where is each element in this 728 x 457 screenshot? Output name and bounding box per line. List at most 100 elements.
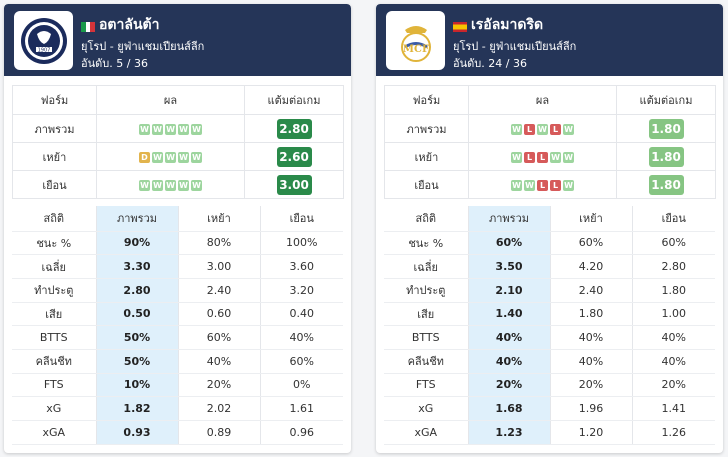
stat-overall: 40% [468,325,551,350]
stat-overall: 90% [96,231,179,256]
stats-row: ทำประตู 2.80 2.40 3.20 [12,278,343,303]
team-card-real-madrid: MCF เรอัลมาดริด ยุโรป - ยูฟ่าแชมเปียนส์ล… [376,4,723,453]
result-pill[interactable]: W [550,151,561,163]
result-pill[interactable]: W [152,151,163,163]
stats-header-home[interactable]: เหย้า [178,206,261,232]
team-name[interactable]: เรอัลมาดริด [453,14,543,36]
result-pill[interactable]: W [563,151,574,163]
stat-overall: 1.40 [468,302,551,327]
form-row-label: เหย้า [12,142,97,171]
stats-row: ชนะ % 60% 60% 60% [384,231,715,256]
stat-overall: 2.10 [468,278,551,303]
stat-home: 0.60 [178,302,261,327]
result-pill[interactable]: W [537,123,548,135]
result-pill[interactable]: L [537,151,548,163]
result-pill[interactable]: W [165,179,176,191]
result-pill[interactable]: W [152,123,163,135]
stats-row: เฉลี่ย 3.50 4.20 2.80 [384,254,715,279]
stat-overall: 0.50 [96,302,179,327]
result-pill[interactable]: L [524,123,535,135]
stat-label: xG [384,396,469,421]
form-header: ฟอร์ม [384,85,469,115]
ppg-header: แต้มต่อเกม [616,85,716,115]
league-name: ยุโรป - ยูฟ่าแชมเปียนส์ลีก [453,40,577,53]
stats-row: xGA 1.23 1.20 1.26 [384,420,715,445]
stat-home: 2.02 [178,396,261,421]
stats-header-overall[interactable]: ภาพรวม [96,206,179,232]
team-name-label: อตาลันต้า [99,17,160,33]
stat-overall: 40% [468,349,551,374]
ppg-badge: 1.80 [648,174,684,195]
stat-home: 1.96 [550,396,633,421]
real-madrid-crest-icon[interactable]: MCF [386,11,445,70]
result-pill[interactable]: L [537,179,548,191]
stat-home: 20% [178,373,261,398]
result-pill[interactable]: W [178,123,189,135]
result-pill[interactable]: W [152,179,163,191]
result-pill[interactable]: W [165,123,176,135]
stats-header-away[interactable]: เยือน [260,206,343,232]
team-name[interactable]: อตาลันต้า [81,14,159,36]
result-pill[interactable]: W [191,123,202,135]
result-pill[interactable]: W [139,179,150,191]
result-pill[interactable]: W [178,179,189,191]
stat-away: 3.60 [260,254,343,279]
stats-table: สถิติ ภาพรวม เหย้า เยือน ชนะ % 90% 80% 100%… [12,206,343,445]
result-pill[interactable]: W [139,123,150,135]
stat-away: 0.40 [260,302,343,327]
spain-flag-icon [453,20,467,32]
result-pill[interactable]: W [524,179,535,191]
stat-overall: 20% [468,373,551,398]
result-pill[interactable]: W [563,179,574,191]
result-pill[interactable]: L [524,151,535,163]
result-pill[interactable]: W [511,123,522,135]
stat-label: BTTS [12,325,97,350]
stat-overall: 1.23 [468,420,551,445]
atalanta-crest-icon[interactable]: 1907 [14,11,73,70]
stats-header-overall[interactable]: ภาพรวม [468,206,551,232]
result-pill[interactable]: L [550,123,561,135]
result-pill[interactable]: W [191,151,202,163]
stat-home: 1.20 [550,420,633,445]
stats-row: คลีนชีท 40% 40% 40% [384,349,715,374]
stats-header-away[interactable]: เยือน [632,206,715,232]
stat-overall: 50% [96,325,179,350]
stat-overall: 50% [96,349,179,374]
stats-row: xG 1.68 1.96 1.41 [384,396,715,421]
stats-row: FTS 10% 20% 0% [12,373,343,398]
stat-away: 20% [632,373,715,398]
stat-home: 80% [178,231,261,256]
stats-header-label: สถิติ [12,206,97,232]
results-header: ผล [96,85,245,115]
stat-overall: 0.93 [96,420,179,445]
stat-label: ทำประตู [12,278,97,303]
stat-overall: 1.82 [96,396,179,421]
result-pill[interactable]: D [139,151,150,163]
result-pill[interactable]: W [178,151,189,163]
stat-home: 2.40 [550,278,633,303]
result-pill[interactable]: W [511,179,522,191]
result-pill[interactable]: L [550,179,561,191]
stats-row: ทำประตู 2.10 2.40 1.80 [384,278,715,303]
stat-overall: 10% [96,373,179,398]
result-pill[interactable]: W [165,151,176,163]
stat-label: คลีนชีท [384,349,469,374]
stat-away: 1.41 [632,396,715,421]
stats-header-home[interactable]: เหย้า [550,206,633,232]
form-header: ฟอร์ม [12,85,97,115]
team-card-atalanta: 1907 อตาลันต้า ยุโรป - ยูฟ่าแชมเปียนส์ลี… [4,4,351,453]
stat-home: 2.40 [178,278,261,303]
result-pill[interactable]: W [191,179,202,191]
result-pill[interactable]: W [563,123,574,135]
stat-label: คลีนชีท [12,349,97,374]
form-row-label: ภาพรวม [12,114,97,143]
result-pill[interactable]: W [511,151,522,163]
